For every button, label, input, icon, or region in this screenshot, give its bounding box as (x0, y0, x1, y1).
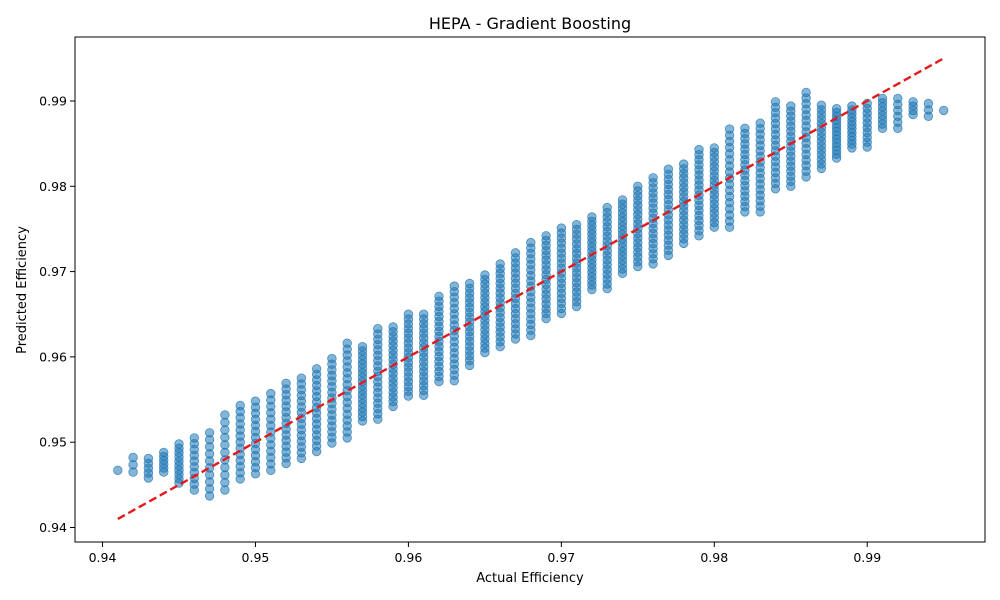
data-point (250, 396, 261, 406)
data-point (480, 270, 490, 280)
data-point (311, 364, 322, 374)
data-point (877, 93, 888, 104)
data-point (679, 159, 689, 169)
data-point (266, 388, 276, 399)
data-point (526, 237, 536, 248)
x-tick-label: 0.98 (700, 550, 728, 565)
data-point (786, 101, 796, 111)
data-points (113, 87, 949, 501)
y-tick-label: 0.96 (39, 349, 67, 364)
data-point (464, 278, 475, 289)
y-tick-label: 0.98 (39, 179, 67, 194)
y-tick-label: 0.99 (39, 93, 67, 108)
data-point (113, 465, 123, 476)
data-point (755, 118, 765, 128)
data-point (740, 123, 750, 134)
x-axis-ticks: 0.94 0.95 0.96 0.97 0.98 0.99 (89, 542, 881, 565)
data-point (556, 223, 567, 233)
y-tick-label: 0.94 (39, 520, 67, 535)
data-point (434, 291, 444, 302)
data-point (220, 410, 230, 420)
data-point (357, 342, 368, 352)
data-point (709, 143, 720, 153)
data-point (419, 309, 429, 319)
y-axis-label: Predicted Efficiency (15, 226, 30, 354)
data-point (174, 439, 184, 449)
data-point (617, 195, 628, 205)
data-point (388, 322, 398, 332)
data-point (893, 93, 903, 104)
data-point (602, 202, 612, 213)
data-point (143, 453, 154, 464)
plot-area-frame (74, 36, 986, 543)
data-point (158, 447, 169, 458)
data-point (571, 219, 582, 230)
data-point (816, 100, 827, 110)
data-point (449, 281, 460, 291)
chart-title: HEPA - Gradient Boosting (429, 14, 631, 33)
y-axis-ticks: 0.94 0.95 0.96 0.97 0.98 0.99 (39, 93, 75, 535)
x-tick-label: 0.96 (394, 550, 422, 565)
data-point (495, 259, 505, 269)
data-point (342, 338, 352, 348)
x-axis-label: Actual Efficiency (476, 571, 584, 586)
data-point (694, 144, 704, 155)
y-tick-label: 0.95 (39, 435, 67, 450)
data-point (189, 433, 200, 443)
data-point (327, 353, 337, 364)
x-tick-label: 0.97 (547, 550, 575, 565)
reference-line (117, 57, 945, 521)
data-point (633, 181, 643, 192)
y-tick-label: 0.97 (39, 264, 67, 279)
data-point (204, 428, 215, 438)
data-point (235, 400, 245, 411)
data-point (663, 164, 674, 174)
data-point (648, 173, 658, 183)
x-tick-label: 0.99 (853, 550, 881, 565)
data-point (831, 103, 842, 114)
data-point (510, 248, 521, 258)
data-point (801, 87, 811, 98)
data-point (128, 452, 138, 463)
data-point (923, 98, 934, 109)
data-point (724, 124, 735, 134)
x-tick-label: 0.95 (242, 550, 270, 565)
data-point (939, 105, 949, 116)
x-tick-label: 0.94 (89, 550, 117, 565)
data-point (373, 324, 383, 334)
data-point (541, 231, 551, 241)
data-point (908, 97, 918, 107)
data-point (403, 309, 414, 319)
data-point (281, 378, 291, 389)
data-point (296, 373, 307, 383)
data-point (587, 212, 597, 222)
data-point (770, 97, 781, 107)
